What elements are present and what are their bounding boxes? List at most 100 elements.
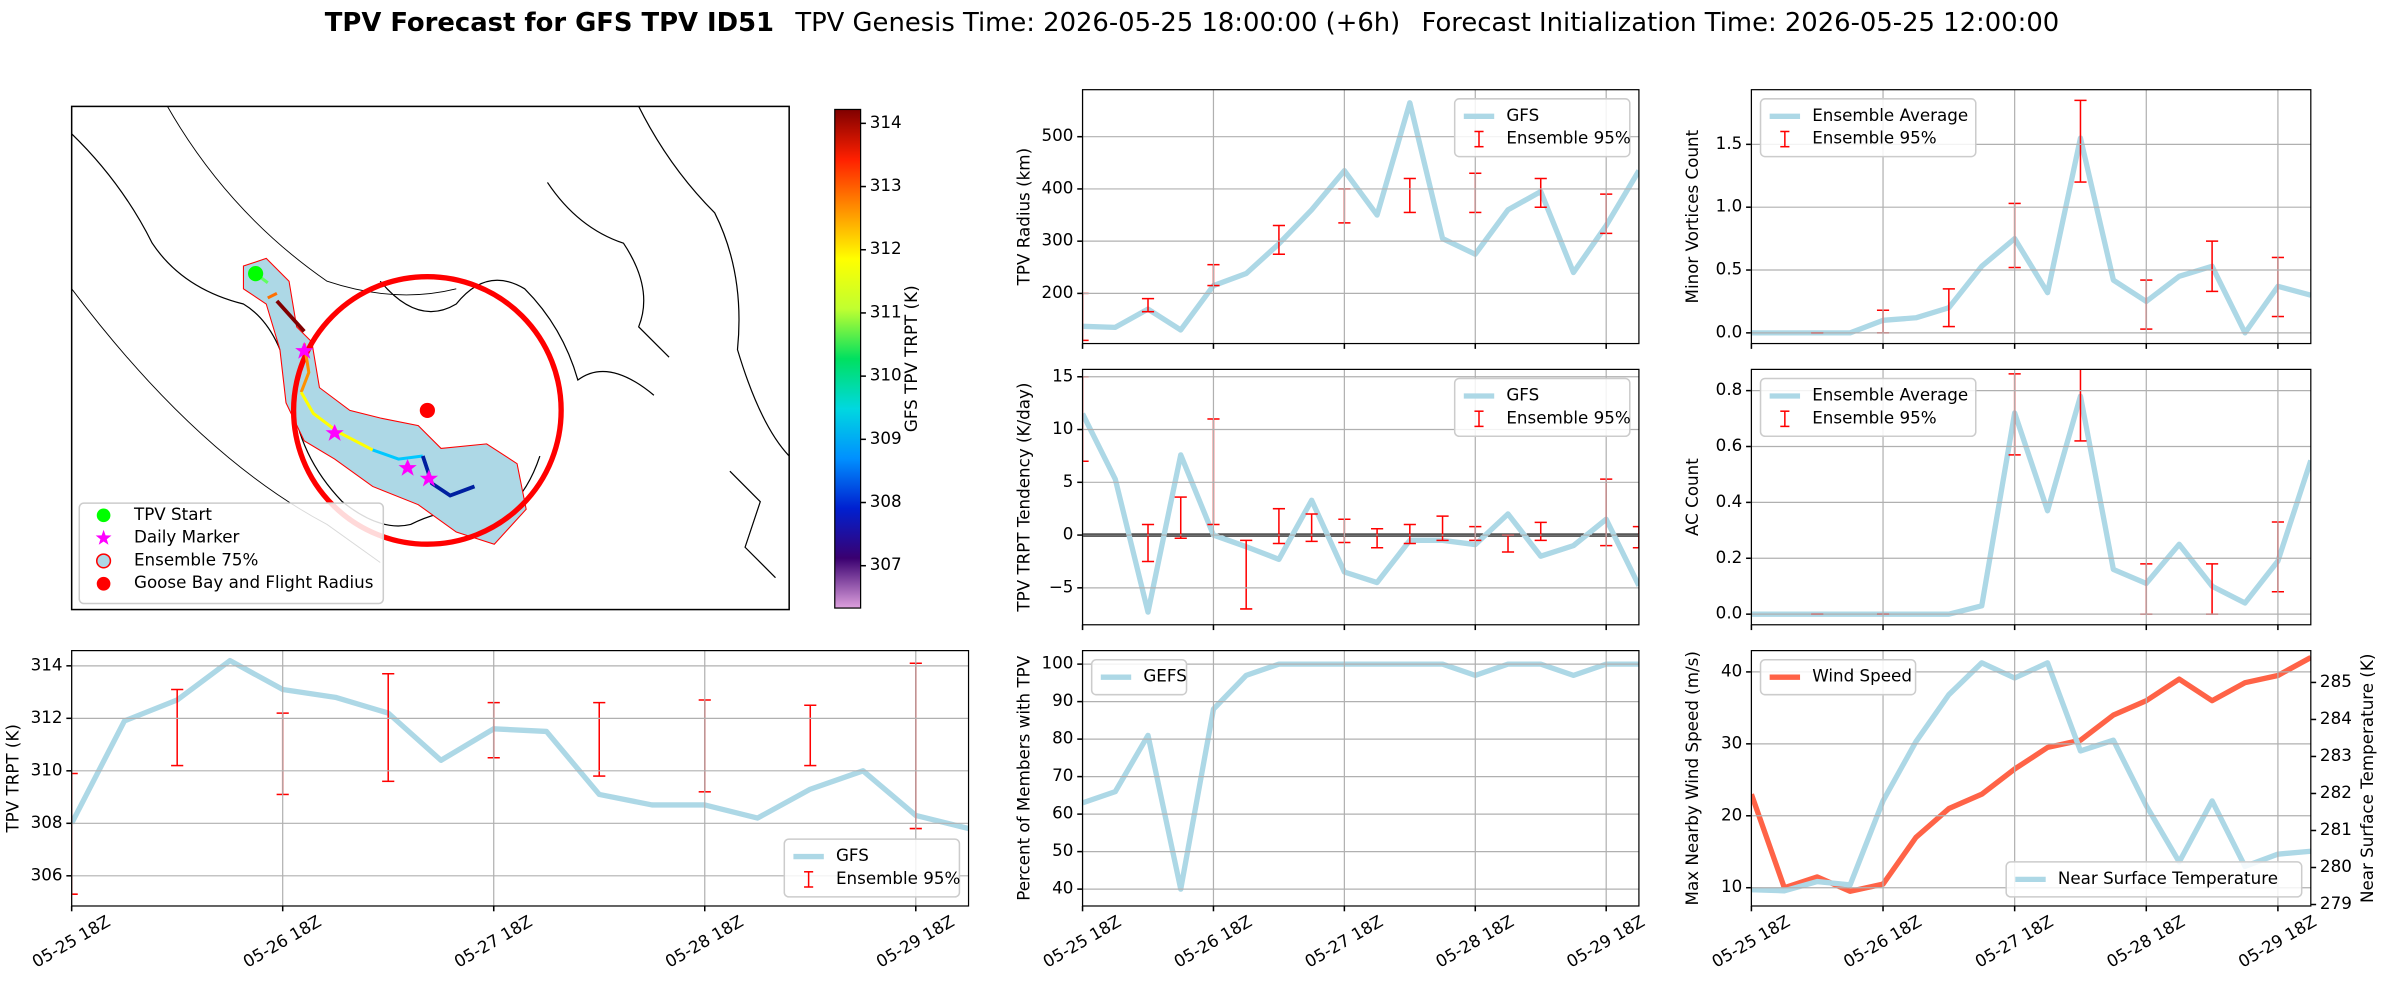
error-bar <box>1942 288 1955 328</box>
plot-area <box>1751 655 2311 894</box>
tpv-start <box>248 266 264 282</box>
legend-label: Ensemble Average <box>1812 384 1968 404</box>
legend-label: Wind Speed <box>1812 666 1912 686</box>
y-axis-label: AC Count <box>1682 458 1702 536</box>
coastline <box>638 106 790 457</box>
legend: GFS Ensemble 95% <box>1453 377 1631 438</box>
y-tick-label: 10 <box>1052 418 1073 438</box>
track <box>421 455 476 498</box>
legend-box <box>1090 658 1188 696</box>
y-tick-label: 0.4 <box>1716 491 1743 511</box>
border-line <box>167 106 457 296</box>
y-tick-label: 0.8 <box>1716 379 1743 399</box>
y-axis-label: Max Nearby Wind Speed (m/s) <box>1682 651 1702 905</box>
daily-markers <box>295 342 439 487</box>
colorbar-label: GFS TPV TRPT (K) <box>901 285 921 432</box>
legend-label: TPV Start <box>133 504 212 524</box>
axes-frame <box>1750 89 2312 345</box>
legend-label: GFS <box>1506 384 1539 404</box>
error-bar <box>1403 177 1416 214</box>
y-tick-label: 70 <box>1052 765 1073 785</box>
track <box>299 391 374 452</box>
y-tick-label: 306 <box>31 864 63 884</box>
y2-axis-label: Near Surface Temperature (K) <box>2357 654 2377 903</box>
legend-label: Ensemble 95% <box>1506 128 1630 148</box>
daily-marker <box>295 342 314 359</box>
legend-box <box>1759 658 1917 696</box>
y-tick-label: 0.0 <box>1716 603 1743 623</box>
legend: GFS Ensemble 95% <box>1453 98 1631 158</box>
legend-label: GFS <box>1506 105 1539 125</box>
coastline <box>729 470 776 579</box>
error-bar <box>804 704 817 767</box>
series-line <box>1082 100 1639 333</box>
daily-marker <box>325 424 344 441</box>
legend-box <box>1453 377 1631 438</box>
y-tick-label: −5 <box>1049 576 1074 596</box>
error-bar <box>382 672 395 783</box>
map-frame <box>70 105 790 611</box>
colorbar-tick-label: 314 <box>870 112 902 132</box>
goose-bay <box>419 402 435 419</box>
error-bar <box>1141 297 1155 313</box>
error-bar <box>1371 527 1384 549</box>
legend-marker <box>96 576 111 591</box>
error-bar <box>71 772 78 895</box>
axes-frame <box>1081 650 1640 907</box>
error-bar <box>1272 507 1285 545</box>
title-main: TPV Forecast for GFS TPV ID51 <box>325 7 774 37</box>
legend-box <box>2005 861 2303 898</box>
track <box>267 292 278 300</box>
colorbar-tick-label: 313 <box>870 175 902 195</box>
colorbar-tick-label: 308 <box>870 491 902 511</box>
title-init: Forecast Initialization Time: 2026-05-25… <box>1422 7 2060 37</box>
y-tick-label: 0.6 <box>1716 435 1743 455</box>
y-tick-label: 200 <box>1042 282 1074 302</box>
colorbar-tick-label: 310 <box>870 365 902 385</box>
y-tick-label: 0.0 <box>1716 321 1743 341</box>
y-tick-label: 310 <box>31 759 63 779</box>
axes-frame <box>71 650 970 907</box>
y-tick-label: 60 <box>1052 803 1073 823</box>
error-bar <box>2074 99 2087 183</box>
colorbar-tick-label: 311 <box>870 301 902 321</box>
coastline <box>379 279 655 396</box>
track <box>372 448 424 461</box>
legend-box <box>1759 377 1977 438</box>
y-tick-label: 500 <box>1042 125 1074 145</box>
y-tick-label: 15 <box>1052 365 1073 385</box>
error-bar <box>1141 523 1155 563</box>
axes-frame <box>1081 89 1640 345</box>
error-bar <box>1436 515 1449 542</box>
y-tick-label: 400 <box>1042 177 1074 197</box>
y-tick-label: 1.0 <box>1716 196 1743 216</box>
y-tick-label: 0.5 <box>1716 259 1743 279</box>
map-legend <box>78 502 385 605</box>
legend-box <box>1759 98 1977 158</box>
error-bar <box>1305 513 1318 543</box>
error-bar <box>1534 177 1547 208</box>
legend-label: Ensemble 75% <box>134 549 258 569</box>
legend-label: Near Surface Temperature <box>2058 868 2278 888</box>
y-axis-label: Minor Vortices Count <box>1682 129 1702 303</box>
legend-marker <box>95 529 112 545</box>
legend-label: Ensemble 95% <box>1812 407 1936 427</box>
legend-marker <box>95 553 112 569</box>
y2-tick-label: 280 <box>2320 856 2352 876</box>
legend: Wind Speed <box>1759 658 1917 696</box>
error-bar <box>1272 224 1285 255</box>
error-bar <box>1240 539 1253 610</box>
legend: Ensemble Average Ensemble 95% <box>1759 377 1977 438</box>
y-tick-label: 20 <box>1721 804 1742 824</box>
axes-frame <box>1750 650 2312 907</box>
y-tick-label: 30 <box>1721 732 1742 752</box>
series-line <box>1082 412 1639 615</box>
legend: GFS Ensemble 95% <box>783 838 960 898</box>
colorbar-tick-label: 312 <box>870 238 902 258</box>
flight-radius <box>290 274 564 547</box>
legend-label: Daily Marker <box>134 527 240 547</box>
daily-marker <box>419 469 439 487</box>
y2-tick-label: 285 <box>2320 671 2352 691</box>
y-tick-label: 5 <box>1063 471 1074 491</box>
legend: Ensemble Average Ensemble 95% <box>1759 98 1977 158</box>
